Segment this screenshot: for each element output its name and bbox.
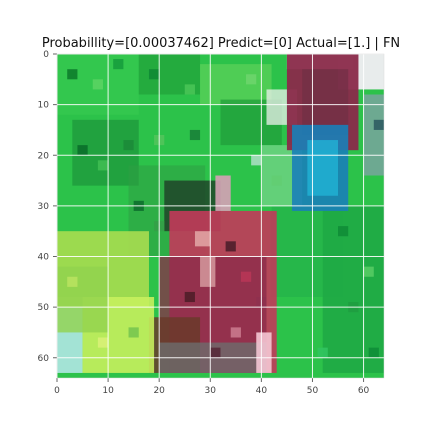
texture-cell	[92, 79, 103, 90]
y-tick-label: 40	[38, 253, 50, 263]
texture-cell	[128, 327, 139, 338]
texture-cell	[225, 241, 236, 252]
y-tick-label: 10	[38, 101, 50, 111]
foliage-patch	[200, 64, 272, 105]
plot-frame	[56, 53, 385, 379]
chart-title: Probabillity=[0.00037462] Predict=[0] Ac…	[42, 36, 400, 51]
gray-overlay	[363, 94, 384, 176]
x-tick-label: 60	[358, 386, 370, 396]
x-tick-label: 40	[256, 386, 268, 396]
texture-cell	[189, 129, 201, 141]
x-tick-label: 0	[54, 386, 60, 396]
person-highlight	[194, 231, 211, 247]
texture-cell	[368, 347, 379, 358]
texture-cell	[184, 291, 195, 303]
texture-cell	[67, 276, 78, 287]
texture-cell	[246, 74, 257, 85]
person-highlight	[215, 175, 231, 211]
y-tick-label: 30	[38, 202, 50, 212]
maroon-shadow	[302, 69, 349, 135]
foliage-patch	[322, 205, 384, 373]
white-highlight	[256, 332, 272, 373]
texture-cell	[317, 347, 328, 358]
texture-cell	[67, 69, 78, 80]
person-highlight	[200, 256, 216, 287]
texture-cell	[97, 160, 109, 171]
tick-layer: 0 10 20 30 40 50 60 0 10 20 30 40 50 60	[38, 50, 370, 396]
texture-cell	[210, 347, 221, 358]
y-tick-label: 20	[38, 151, 50, 161]
texture-cell	[230, 327, 241, 338]
texture-cell	[338, 226, 349, 237]
texture-cell	[97, 337, 109, 348]
y-tick-label: 0	[43, 50, 49, 60]
texture-cell	[113, 59, 124, 70]
texture-cell	[184, 84, 195, 95]
texture-cell	[373, 119, 384, 130]
texture-cell	[77, 145, 88, 156]
texture-cell	[148, 69, 160, 80]
texture-cell	[251, 155, 262, 166]
teal-highlight	[307, 140, 339, 196]
texture-cell	[123, 140, 134, 151]
texture-cell	[240, 271, 252, 282]
y-tick-label: 60	[38, 354, 50, 364]
chart-title-group: Probabillity=[0.00037462] Predict=[0] Ac…	[42, 36, 400, 51]
x-tick-label: 10	[102, 386, 114, 396]
x-tick-label: 20	[153, 386, 165, 396]
x-tick-label: 30	[205, 386, 217, 396]
yellow-green-area	[57, 266, 109, 333]
texture-cell	[271, 175, 282, 186]
x-tick-label: 50	[307, 386, 319, 396]
texture-cell	[363, 266, 374, 277]
y-tick-label: 50	[38, 303, 50, 313]
image-layer	[57, 54, 384, 378]
